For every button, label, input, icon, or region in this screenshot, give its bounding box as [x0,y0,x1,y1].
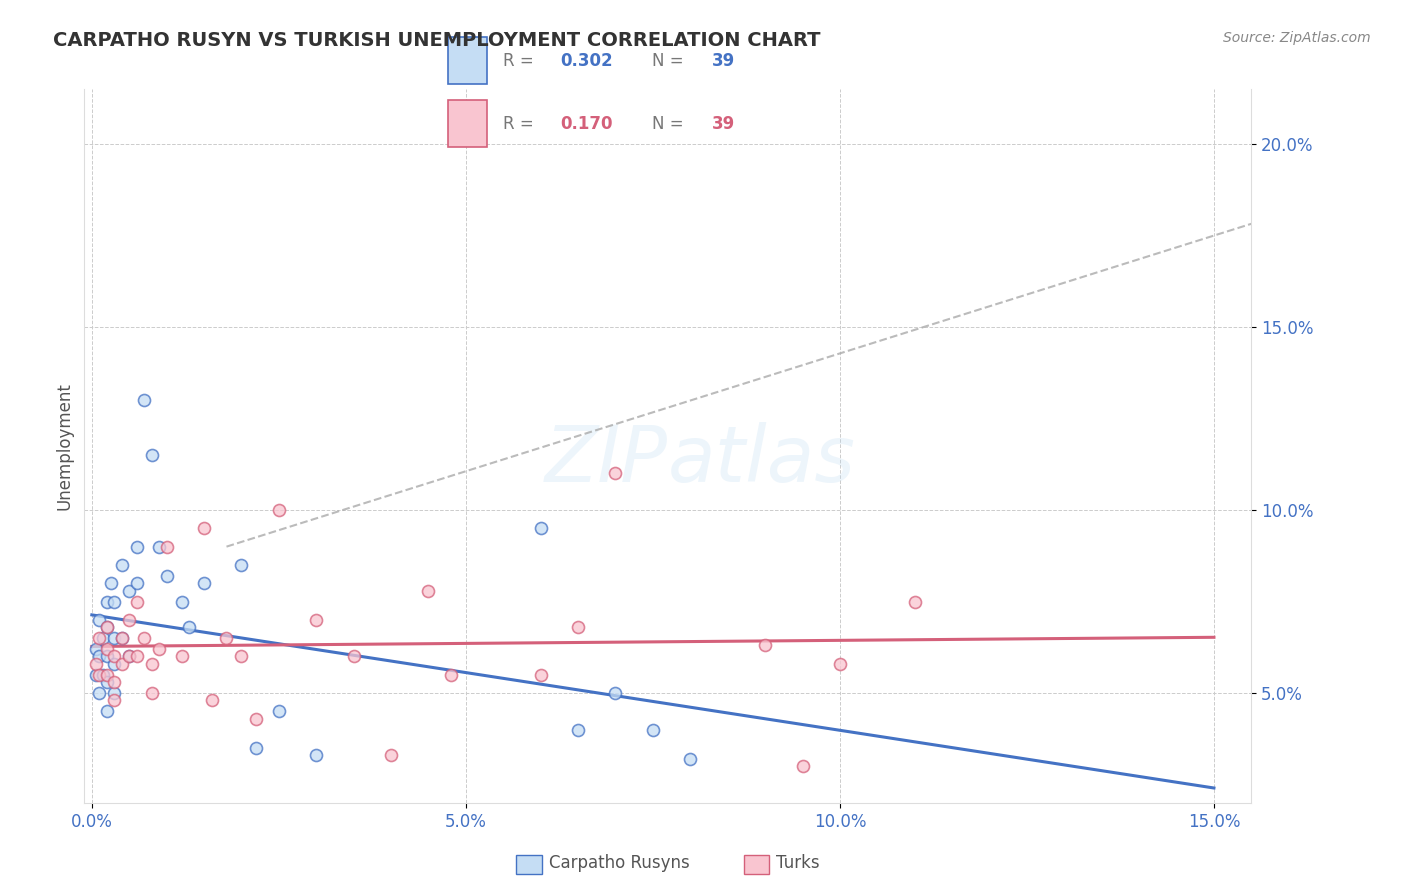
Text: Turks: Turks [776,855,820,872]
Point [100,576,122,591]
Point [103,631,125,645]
Point [111,657,134,671]
Point [530,521,553,535]
Point [111,631,134,645]
Point [231,649,253,664]
Point [91,631,114,645]
Point [792,759,814,773]
Point [89,667,111,681]
Point [96,594,118,608]
Point [245,712,267,726]
Point [641,723,664,737]
Point [103,693,125,707]
Point [84,657,107,671]
Point [170,649,193,664]
Point [89,631,111,645]
Point [103,686,125,700]
Point [567,620,589,634]
Point [679,752,702,766]
Point [141,657,163,671]
Point [141,686,163,700]
Text: Source: ZipAtlas.com: Source: ZipAtlas.com [1223,31,1371,45]
Point [111,631,134,645]
Point [828,657,851,671]
Text: CARPATHO RUSYN VS TURKISH UNEMPLOYMENT CORRELATION CHART: CARPATHO RUSYN VS TURKISH UNEMPLOYMENT C… [53,31,821,50]
Point [118,583,141,598]
Point [84,667,107,681]
Point [84,642,107,657]
Text: ZIP: ZIP [546,422,668,499]
FancyBboxPatch shape [447,37,486,85]
Point [111,558,134,572]
Point [103,675,125,690]
Point [141,448,163,462]
Point [305,613,328,627]
Text: 0.302: 0.302 [560,52,613,70]
Text: 39: 39 [711,115,735,133]
Point [96,642,118,657]
Point [125,594,148,608]
Point [96,704,118,718]
Point [118,649,141,664]
Point [103,649,125,664]
Point [904,594,927,608]
Point [215,631,238,645]
Point [170,594,193,608]
Text: atlas: atlas [668,422,856,499]
FancyBboxPatch shape [447,101,486,147]
Point [156,540,179,554]
Point [418,583,440,598]
Point [440,667,463,681]
Point [103,594,125,608]
Point [267,704,290,718]
Point [134,393,156,408]
Point [530,667,553,681]
Point [193,576,215,591]
Point [125,576,148,591]
Point [89,686,111,700]
Point [193,521,215,535]
Text: Carpatho Rusyns: Carpatho Rusyns [548,855,689,872]
Point [96,620,118,634]
Point [605,686,627,700]
Bar [744,855,769,874]
Point [96,649,118,664]
Text: N =: N = [652,115,689,133]
Point [89,613,111,627]
Point [118,613,141,627]
Point [177,620,200,634]
Point [125,540,148,554]
Point [148,540,170,554]
Point [231,558,253,572]
Point [245,740,267,755]
Point [134,631,156,645]
Bar [516,855,541,874]
Point [605,467,627,481]
Point [96,667,118,681]
Point [305,748,328,763]
Point [89,649,111,664]
Point [267,503,290,517]
Point [200,693,222,707]
Text: R =: R = [503,52,538,70]
Y-axis label: Unemployment: Unemployment [55,382,73,510]
Point [125,649,148,664]
Point [754,639,776,653]
Point [96,675,118,690]
Point [118,649,141,664]
Text: 39: 39 [711,52,735,70]
Point [156,569,179,583]
Point [96,620,118,634]
Text: R =: R = [503,115,538,133]
Text: N =: N = [652,52,689,70]
Point [103,657,125,671]
Point [343,649,366,664]
Point [567,723,589,737]
Text: 0.170: 0.170 [560,115,613,133]
Point [380,748,402,763]
Point [91,667,114,681]
Point [148,642,170,657]
